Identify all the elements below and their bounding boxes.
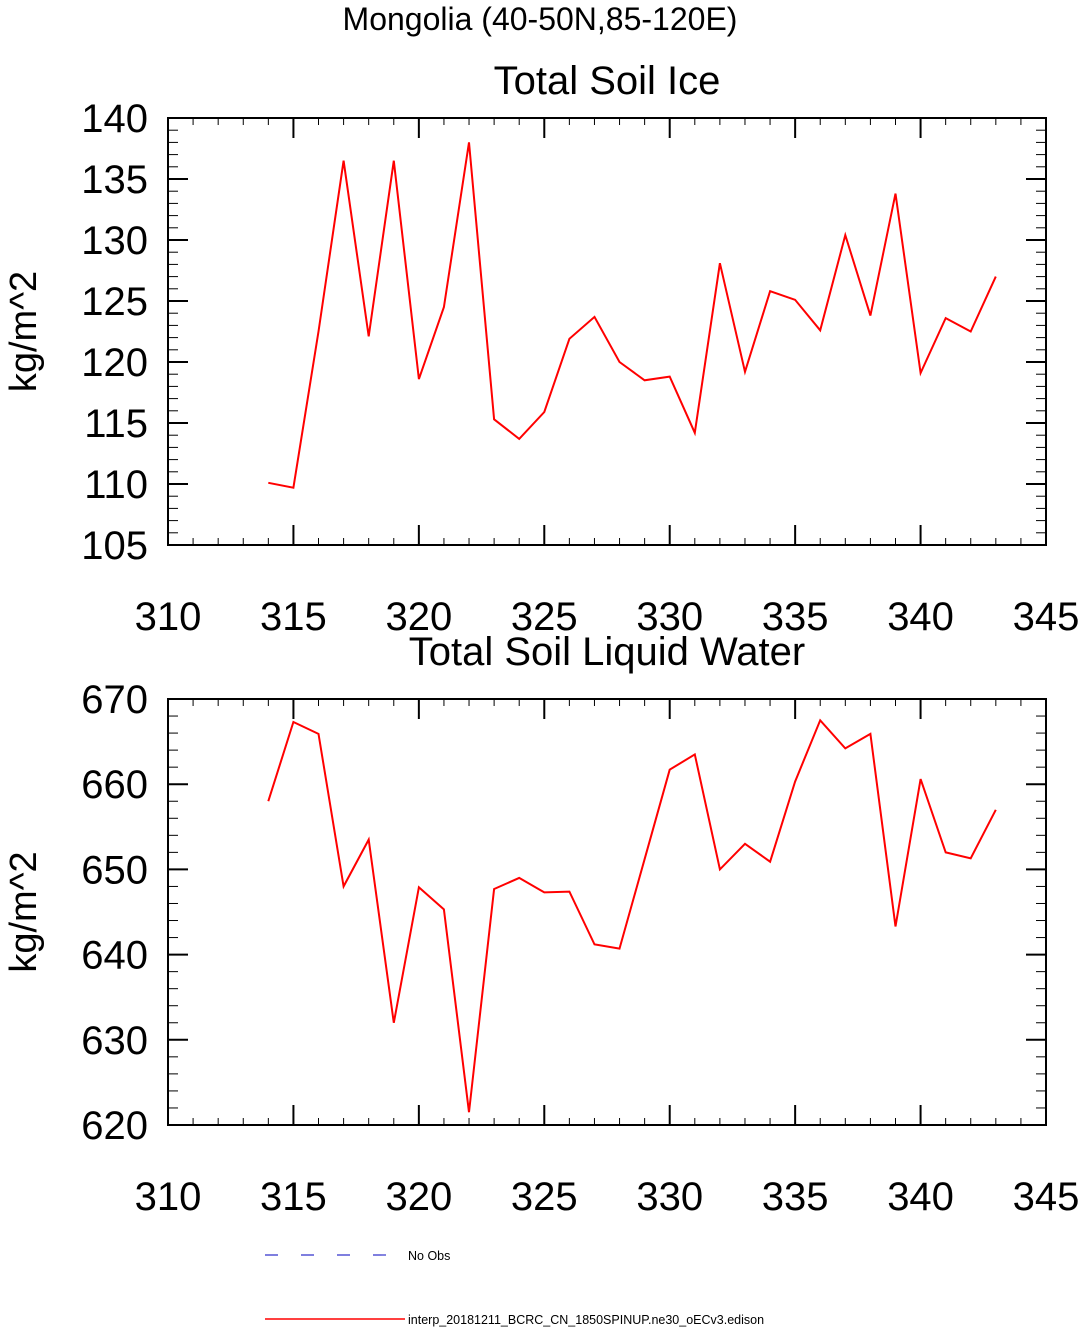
y-tick-label: 650 <box>81 848 148 892</box>
x-tick-label: 340 <box>887 1175 954 1219</box>
chart-title: Total Soil Liquid Water <box>409 630 805 674</box>
y-tick-label: 110 <box>84 463 148 507</box>
x-tick-label: 330 <box>636 1175 703 1219</box>
y-tick-label: 105 <box>81 524 148 568</box>
panel-total-soil-liquid-water: Total Soil Liquid Water kg/m^2 310 315 320 32… <box>3 630 1079 1219</box>
figure-title: Mongolia (40-50N,85-120E) <box>343 1 738 37</box>
y-tick-label: 660 <box>81 763 148 807</box>
y-tick-label: 630 <box>81 1019 148 1063</box>
series-line <box>268 142 997 489</box>
x-tick-label: 330 <box>636 595 703 639</box>
x-tick-label: 345 <box>1013 595 1080 639</box>
x-tick-label: 335 <box>762 595 829 639</box>
chart-title: Total Soil Ice <box>494 59 721 103</box>
legend: No Obs interp_20181211_BCRC_CN_1850SPINU… <box>265 1249 764 1327</box>
series-line <box>267 718 997 1113</box>
x-tick-label: 320 <box>385 595 452 639</box>
y-tick-label: 620 <box>81 1104 148 1148</box>
y-tick-label: 640 <box>81 934 148 978</box>
y-axis-label: kg/m^2 <box>3 271 45 392</box>
x-tick-label: 325 <box>511 595 578 639</box>
x-tick-label: 315 <box>260 1175 327 1219</box>
y-tick-label: 670 <box>81 678 148 722</box>
legend-label-no-obs: No Obs <box>408 1249 450 1263</box>
y-tick-label: 135 <box>81 158 148 202</box>
panel-total-soil-ice: Total Soil Ice kg/m^2 310 315 320 325 330 335 34… <box>3 59 1079 639</box>
x-tick-label: 320 <box>385 1175 452 1219</box>
x-tick-label: 325 <box>511 1175 578 1219</box>
plot-frame <box>167 117 1047 546</box>
y-tick-label: 140 <box>81 97 148 141</box>
x-tick-label: 345 <box>1013 1175 1080 1219</box>
x-tick-label: 315 <box>260 595 327 639</box>
y-tick-label: 125 <box>81 280 148 324</box>
plot-frame <box>167 698 1047 1126</box>
x-tick-label: 340 <box>887 595 954 639</box>
x-tick-label: 310 <box>135 595 202 639</box>
y-tick-label: 115 <box>84 402 148 446</box>
x-tick-label: 310 <box>135 1175 202 1219</box>
y-tick-label: 130 <box>81 219 148 263</box>
x-tick-label: 335 <box>762 1175 829 1219</box>
y-tick-label: 120 <box>81 341 148 385</box>
legend-label-model: interp_20181211_BCRC_CN_1850SPINUP.ne30_… <box>408 1313 764 1327</box>
y-axis-label: kg/m^2 <box>3 851 45 972</box>
